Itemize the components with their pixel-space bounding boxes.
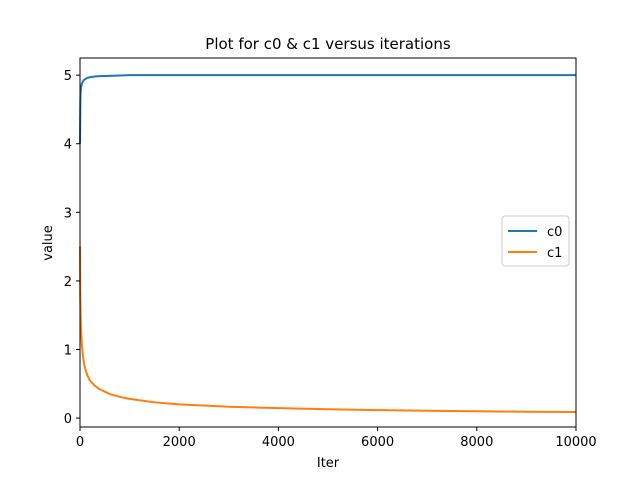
y-axis-title: value [41,225,56,261]
x-tick-label: 6000 [361,435,394,450]
series-line-c0 [79,74,576,144]
y-tick-label: 2 [64,275,72,290]
chart-title: Plot for c0 & c1 versus iterations [205,35,451,53]
y-tick-label: 3 [64,206,72,221]
legend-label-c0: c0 [547,225,562,240]
legend: c0 c1 [501,215,570,267]
y-tick-label: 4 [64,138,72,153]
x-tick-label: 10000 [555,435,596,450]
x-axis-ticks: 0 2000 4000 6000 8000 10000 [76,427,597,450]
y-tick-label: 0 [64,412,72,427]
y-axis-ticks: 0 1 2 3 4 5 [64,69,80,427]
x-tick-label: 2000 [163,435,196,450]
y-tick-label: 1 [64,343,72,358]
series-line-c1 [79,246,577,414]
x-tick-label: 0 [76,435,84,450]
x-tick-label: 8000 [460,435,493,450]
plot-area [79,57,577,428]
axes-frame [79,57,577,428]
x-tick-label: 4000 [262,435,295,450]
series-layer [79,74,577,414]
legend-box [501,215,570,267]
y-tick-label: 5 [64,69,72,84]
legend-label-c1: c1 [547,246,562,261]
x-axis-title: Iter [317,456,340,471]
